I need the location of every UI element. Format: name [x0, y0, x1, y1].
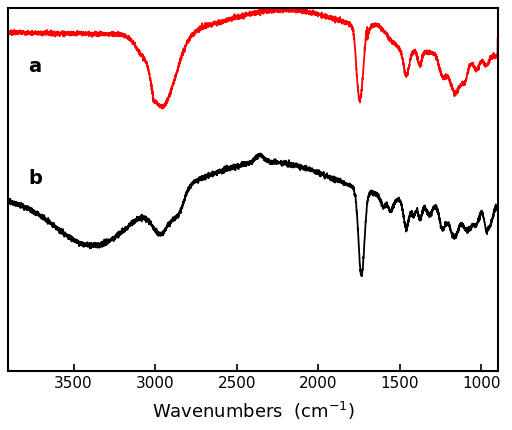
Text: a: a — [28, 57, 41, 76]
X-axis label: Wavenumbers  (cm$^{-1}$): Wavenumbers (cm$^{-1}$) — [152, 399, 354, 422]
Text: b: b — [28, 169, 42, 188]
